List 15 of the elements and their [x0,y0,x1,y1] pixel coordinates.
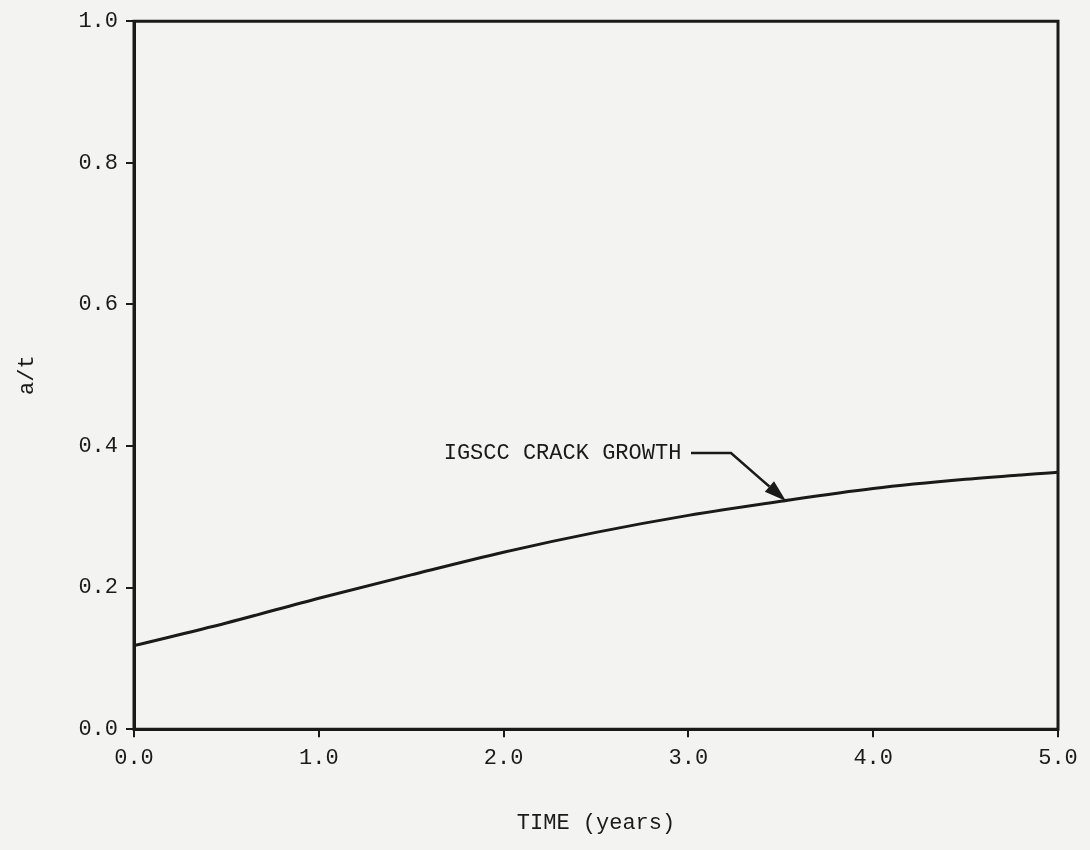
x-tick-label: 3.0 [668,746,709,772]
x-tick-label: 0.0 [114,746,154,772]
y-tick-label: 1.0 [78,9,119,35]
y-tick-label: 0.2 [78,575,119,601]
x-tick-label: 2.0 [483,746,524,772]
y-tick-label: 0.0 [78,717,119,743]
y-tick-label: 0.6 [78,292,119,318]
x-tick-label: 5.0 [1038,746,1078,772]
y-tick-label: 0.8 [78,150,119,176]
y-tick-label: 0.4 [78,433,119,459]
y-axis-title: a/t [15,355,41,395]
x-tick-label: 4.0 [853,746,894,772]
x-tick-label: 1.0 [299,746,339,772]
annotation: IGSCC CRACK GROWTH [443,441,682,467]
x-axis-title: TIME (years) [516,810,676,836]
